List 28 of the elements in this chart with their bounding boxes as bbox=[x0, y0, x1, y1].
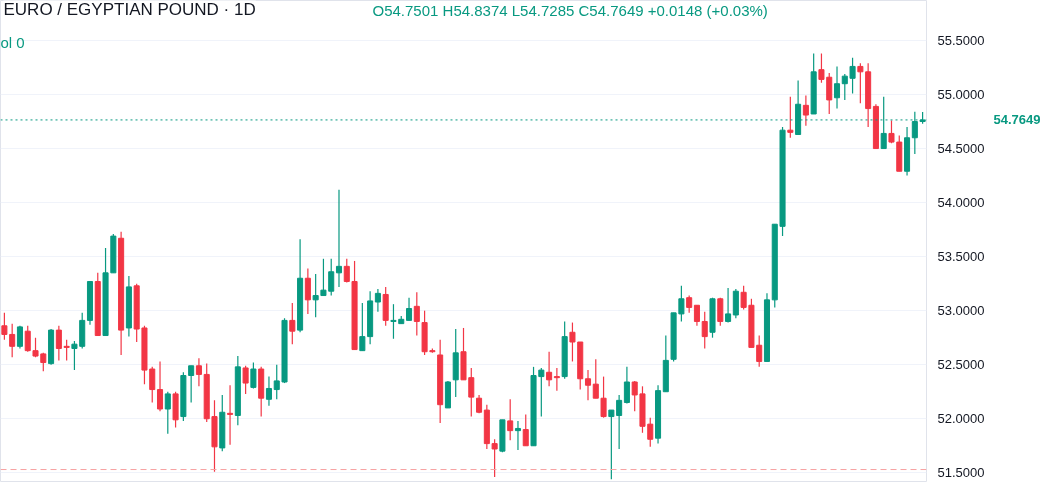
candlestick bbox=[787, 96, 794, 139]
candlestick bbox=[709, 297, 716, 339]
candlestick bbox=[569, 321, 576, 363]
candlestick bbox=[359, 302, 366, 352]
candlestick bbox=[110, 233, 117, 274]
candlestick bbox=[242, 365, 249, 395]
candlestick bbox=[1, 312, 8, 341]
candlestick bbox=[172, 391, 179, 428]
candlestick bbox=[102, 247, 109, 337]
candlestick bbox=[810, 52, 817, 115]
candlestick bbox=[491, 438, 498, 478]
y-tick-label: 52.5000 bbox=[937, 357, 985, 373]
candlestick bbox=[888, 119, 895, 144]
candlestick bbox=[499, 419, 506, 453]
annotation: O54.7501 H54.8374 L54.7285 C54.7649 +0.0148 (+0.03%) bbox=[372, 1, 768, 19]
y-tick-label: 54.0000 bbox=[937, 195, 985, 211]
y-tick-label: 55.5000 bbox=[937, 32, 985, 48]
y-tick-label: 55.0000 bbox=[937, 87, 985, 103]
chart-title: EURO / EGYPTIAN POUND · 1D bbox=[3, 0, 256, 19]
y-tick-label: 54.5000 bbox=[937, 141, 985, 157]
ref-line-label: 54.7649 bbox=[993, 112, 1041, 128]
candlestick bbox=[561, 320, 568, 380]
y-tick-label: 51.5000 bbox=[937, 465, 985, 481]
annotation: ol 0 bbox=[0, 33, 25, 51]
y-tick-label: 53.0000 bbox=[937, 303, 985, 319]
candlestick bbox=[250, 361, 257, 390]
y-tick-label: 52.0000 bbox=[937, 411, 985, 427]
y-tick-label: 53.5000 bbox=[937, 249, 985, 265]
